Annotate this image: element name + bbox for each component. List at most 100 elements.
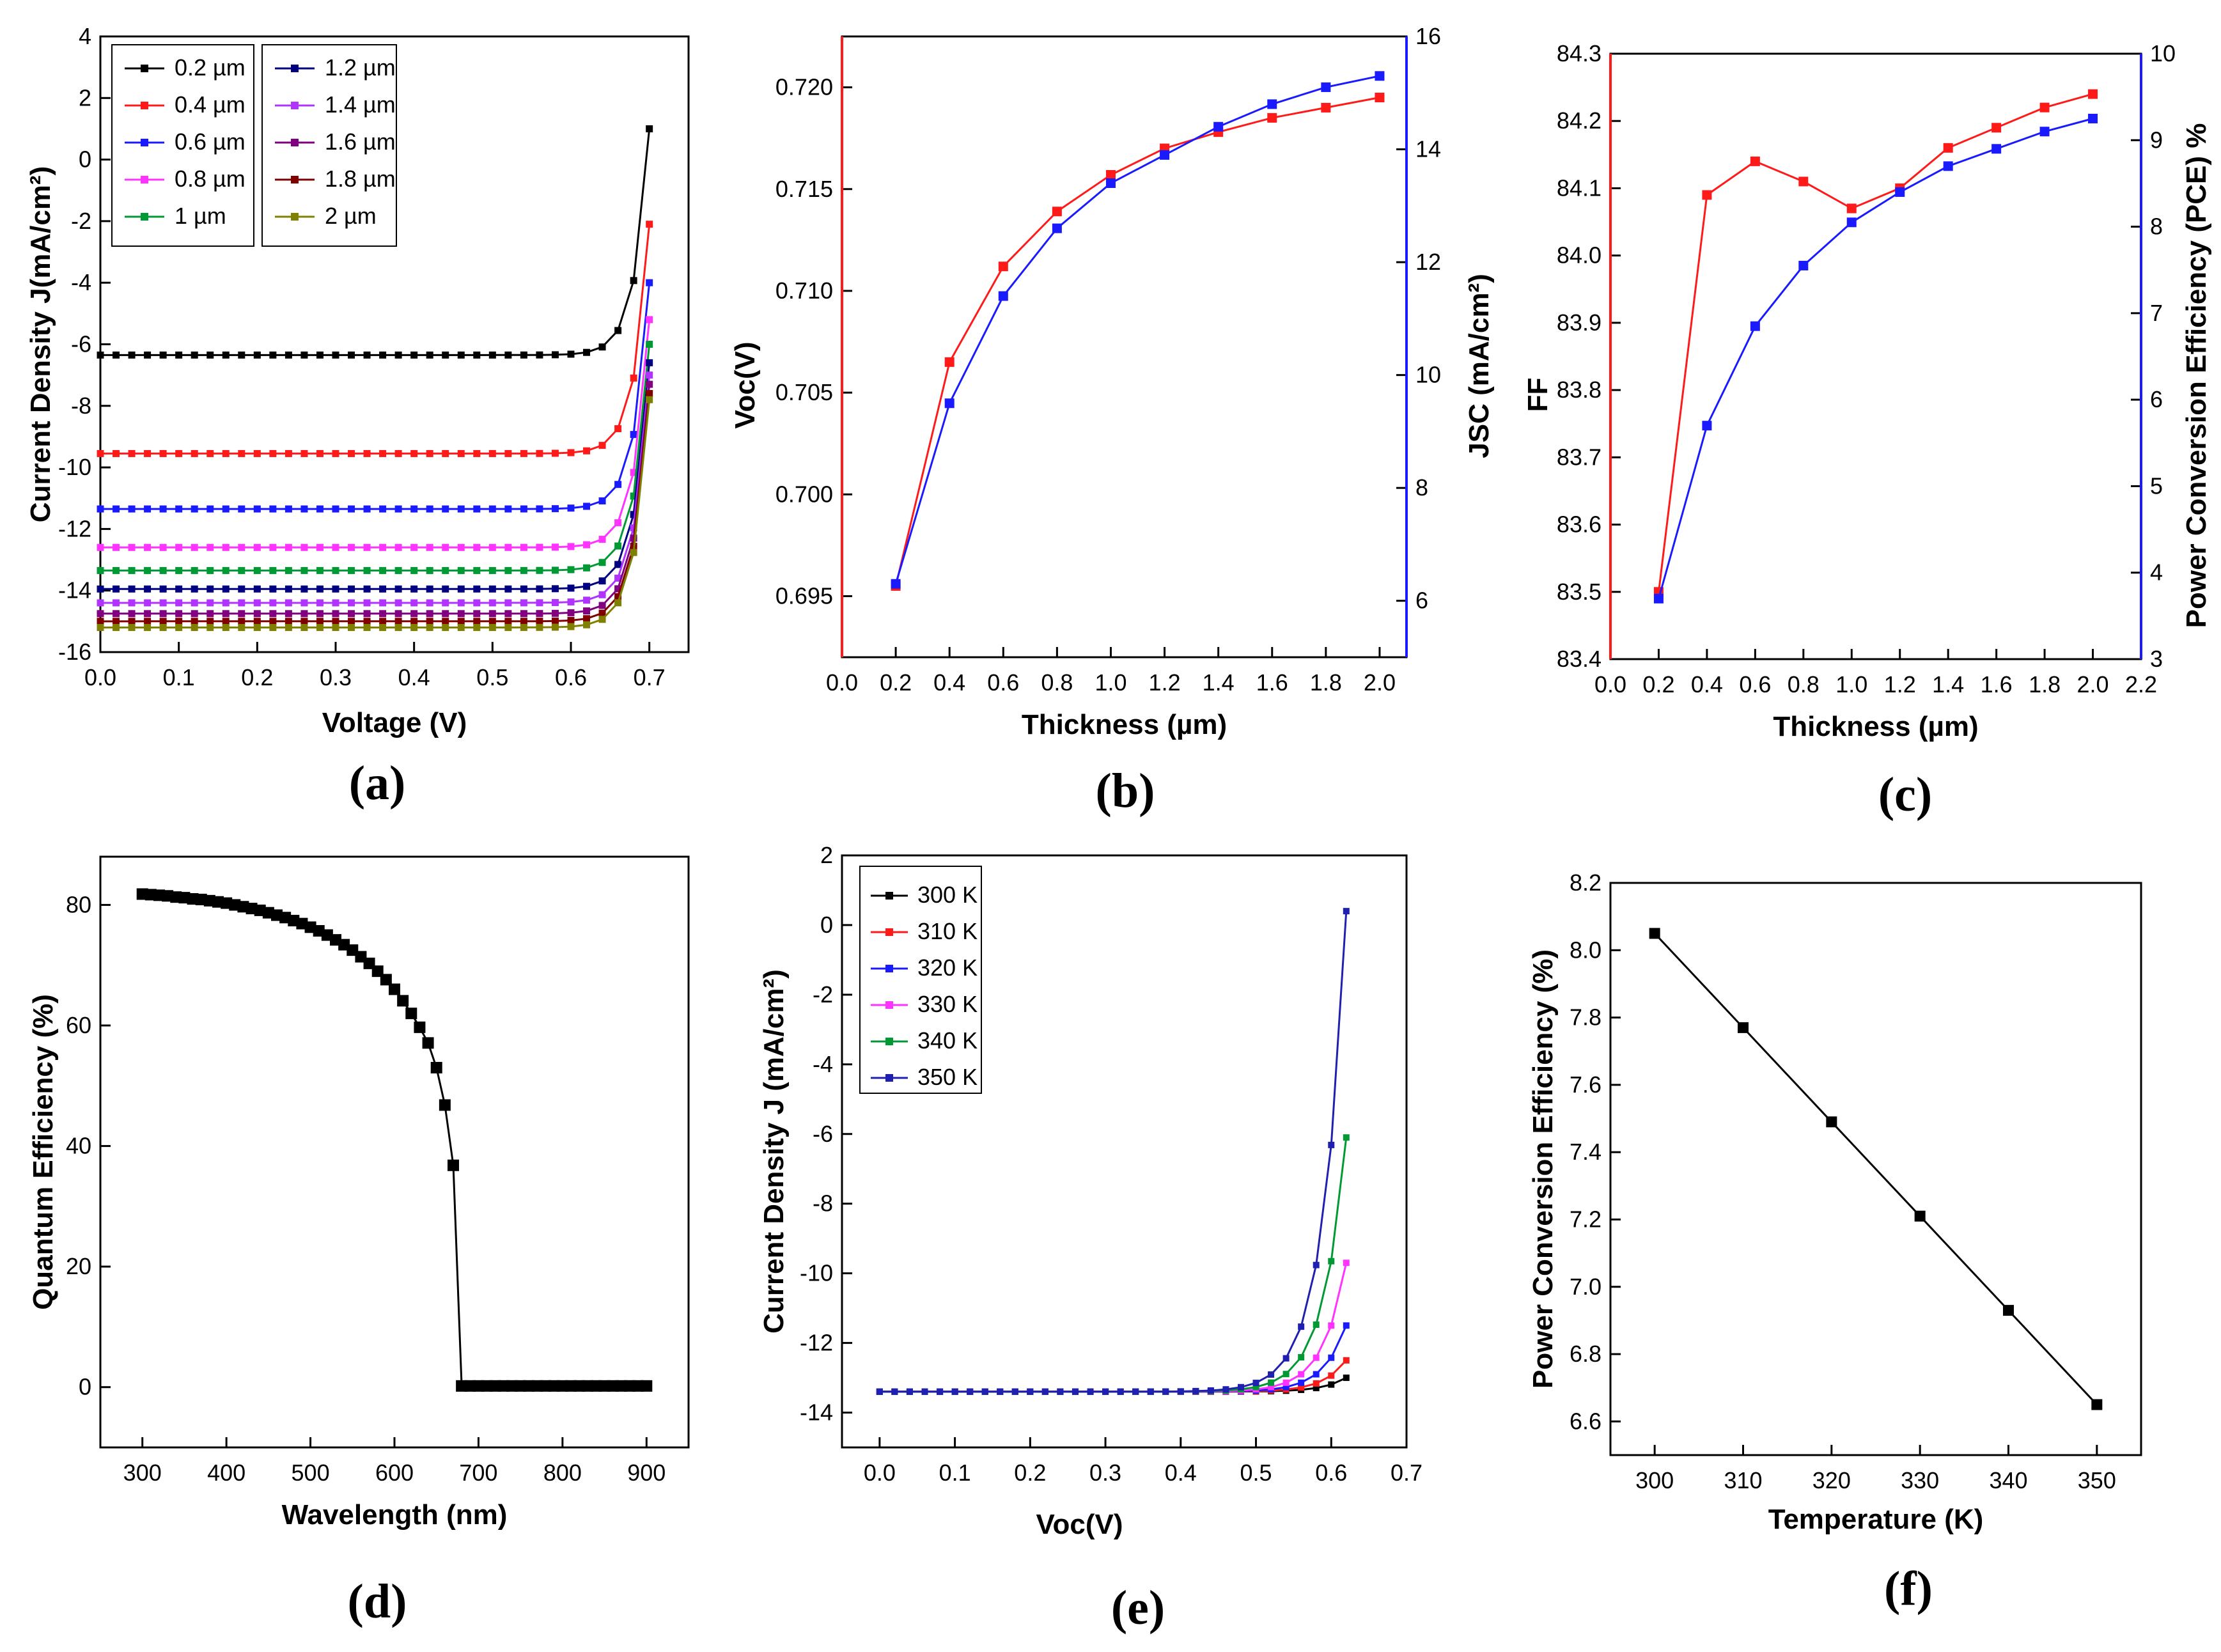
data-point	[207, 543, 214, 551]
data-point	[394, 505, 402, 513]
legend-label: 0.4 µm	[175, 91, 245, 118]
series-line	[1658, 118, 2093, 599]
data-point	[583, 447, 591, 455]
data-point	[473, 623, 481, 631]
data-point	[442, 449, 449, 457]
x-tick-label: 500	[292, 1460, 330, 1486]
data-point	[410, 618, 418, 625]
data-point	[1267, 99, 1277, 109]
x-tick-label: 1.6	[1256, 669, 1288, 696]
data-point	[97, 449, 104, 457]
data-point	[1738, 1022, 1749, 1033]
data-point	[191, 585, 198, 593]
data-point	[238, 351, 245, 359]
data-point	[1298, 1354, 1305, 1361]
y2-tick-label: 6	[1415, 588, 1428, 614]
data-point	[332, 599, 339, 607]
data-point	[937, 1388, 944, 1395]
data-point	[583, 582, 591, 590]
y-tick-label: -10	[58, 454, 91, 480]
data-point	[488, 618, 496, 625]
data-point	[567, 504, 575, 512]
data-point	[379, 618, 387, 625]
y-tick-label: 0.720	[775, 74, 833, 100]
data-point	[906, 1388, 913, 1395]
x-tick-label: 340	[1989, 1467, 2027, 1493]
data-point	[238, 610, 245, 618]
plot-frame	[841, 854, 1408, 1449]
data-point	[191, 618, 198, 625]
data-point	[222, 585, 230, 593]
data-point	[300, 505, 308, 513]
data-point	[426, 449, 433, 457]
data-point	[457, 618, 465, 625]
y-tick-label: 83.4	[1557, 646, 1601, 672]
data-point	[614, 561, 622, 568]
y2-tick-label: 3	[2150, 646, 2163, 672]
y-tick-label: 7.0	[1570, 1274, 1601, 1300]
data-point	[144, 566, 152, 574]
legend-marker	[885, 1074, 893, 1082]
data-point	[1313, 1380, 1320, 1387]
data-point	[457, 505, 465, 513]
x-tick-label: 0.6	[987, 669, 1019, 696]
chart-f: 300 310 320 330 340 350 6.6 6.8 7.0 7.2 7.4 7.6 7.8 8…	[1527, 869, 2142, 1616]
series-line	[100, 224, 651, 455]
data-point	[520, 449, 527, 457]
data-point	[646, 390, 653, 398]
data-point	[442, 543, 449, 551]
data-point	[504, 566, 512, 574]
data-point	[97, 351, 104, 359]
data-point	[1268, 1383, 1275, 1391]
data-point	[488, 585, 496, 593]
data-point	[316, 449, 323, 457]
data-point	[551, 585, 559, 593]
data-point	[1798, 176, 1809, 187]
data-point	[300, 623, 308, 631]
data-point	[598, 343, 606, 351]
data-point	[253, 505, 261, 513]
y-tick-label: 84.2	[1557, 107, 1601, 134]
x-tick-label: 0.3	[1089, 1460, 1121, 1486]
data-point	[646, 380, 653, 388]
legend-label: 1.4 µm	[325, 91, 396, 118]
legend-marker	[291, 213, 299, 221]
y-tick-label: 6.8	[1570, 1341, 1601, 1367]
y2-tick-label: 10	[2150, 40, 2176, 66]
data-point	[630, 492, 637, 500]
y-tick-label: 8.0	[1570, 937, 1601, 963]
data-point	[348, 566, 355, 574]
data-point	[1313, 1261, 1320, 1268]
series-line	[879, 1137, 1348, 1393]
data-point	[520, 623, 527, 631]
data-point	[191, 599, 198, 607]
data-point	[473, 610, 481, 618]
x-tick-label: 1.6	[1981, 671, 2013, 697]
x-tick-label: 0.6	[1315, 1460, 1347, 1486]
data-point	[113, 610, 120, 618]
data-point	[332, 623, 339, 631]
data-point	[284, 543, 292, 551]
y-tick-label: 20	[66, 1253, 91, 1279]
data-point	[598, 497, 606, 504]
legend-label: 0.2 µm	[175, 54, 245, 81]
legend-marker	[885, 928, 893, 936]
x-tick-label: 0.4	[933, 669, 965, 696]
data-point	[253, 585, 261, 593]
data-point	[426, 543, 433, 551]
data-point	[144, 351, 152, 359]
data-point	[921, 1388, 928, 1395]
data-point	[379, 599, 387, 607]
data-point	[1321, 102, 1331, 113]
x-tick-label: 0.8	[1041, 669, 1073, 696]
data-point	[1237, 1383, 1244, 1391]
data-point	[159, 543, 167, 551]
x-tick-label: 1.2	[1884, 671, 1916, 697]
legend-marker	[141, 213, 148, 221]
y2-tick-label: 6	[2150, 386, 2163, 412]
data-point	[426, 566, 433, 574]
data-point	[2091, 1399, 2103, 1410]
data-point	[379, 566, 387, 574]
data-point	[159, 449, 167, 457]
data-point	[473, 585, 481, 593]
